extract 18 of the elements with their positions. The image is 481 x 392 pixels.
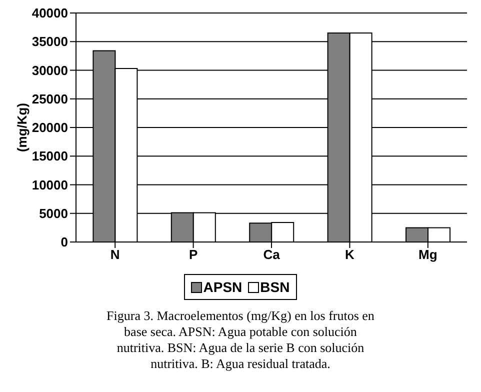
y-tick-label: 30000 bbox=[32, 62, 68, 78]
y-tick-label: 5000 bbox=[39, 206, 68, 221]
text: Figura 3. Macroelementos (mg/Kg) en los frutos en base seca. APSN: Agua potable con solución nutritiva. BSN: Agua de la serie B con solución nutritiva. B: Agua residual tratada. bbox=[106, 308, 376, 372]
legend-label: BSN bbox=[259, 279, 290, 295]
y-tick-label: 35000 bbox=[32, 34, 68, 50]
y-tick-label: 25000 bbox=[32, 91, 68, 106]
y-axis-title: (mg/Kg) bbox=[14, 102, 30, 152]
x-tick-label: N bbox=[110, 247, 120, 262]
y-tick-label: 40000 bbox=[32, 6, 68, 21]
x-tick-label: P bbox=[188, 247, 198, 262]
x-tick-label: Ca bbox=[263, 247, 281, 262]
y-tick-label: 10000 bbox=[32, 177, 68, 192]
x-tick-label: K bbox=[345, 247, 356, 262]
legend-label: APSN bbox=[202, 279, 242, 295]
y-tick-label: 0 bbox=[60, 234, 68, 250]
y-tick-label: 20000 bbox=[32, 120, 68, 136]
x-tick-label: Mg bbox=[418, 247, 438, 262]
y-tick-label: 15000 bbox=[32, 148, 68, 164]
